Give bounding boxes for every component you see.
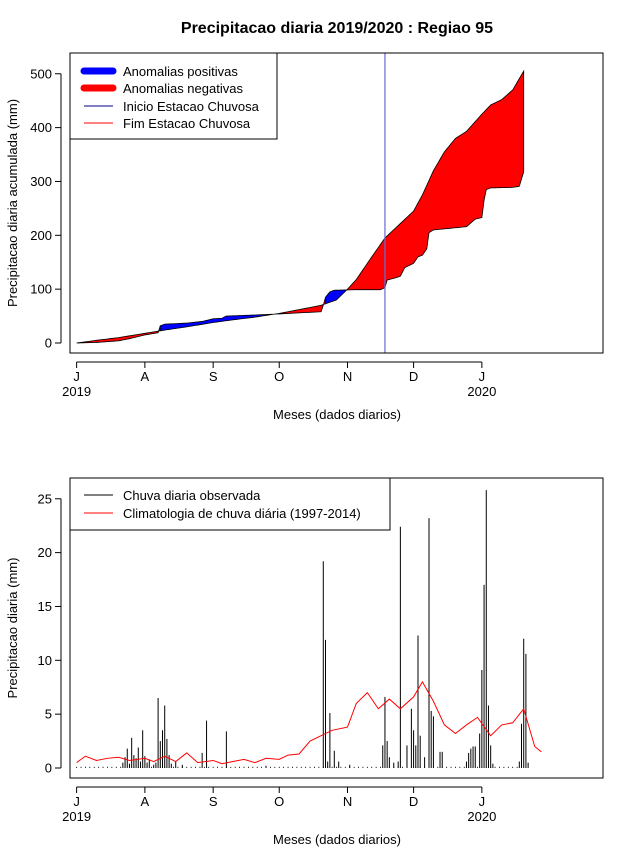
y-tick-label: 0: [45, 761, 52, 776]
y-tick-label: 20: [38, 545, 52, 560]
climatology-line-group: [77, 682, 542, 764]
y-axis-bottom: 0 5 10 15 20 25: [38, 491, 61, 775]
legend-box-bottom: [70, 478, 390, 530]
x-tick-label: O: [274, 369, 284, 384]
x-year-label: 2020: [467, 809, 496, 824]
y-tick-label: 300: [30, 174, 52, 189]
y-axis-label-bottom: Precipitacao diaria (mm): [5, 558, 20, 699]
x-tick-label: J: [479, 369, 486, 384]
y-tick-label: 10: [38, 653, 52, 668]
legend-label-negative: Anomalias negativas: [123, 81, 243, 96]
chart-title: Precipitacao diaria 2019/2020 : Regiao 9…: [181, 20, 493, 37]
x-tick-label: D: [409, 794, 418, 809]
y-tick-label: 500: [30, 66, 52, 81]
legend-label-end: Fim Estacao Chuvosa: [123, 116, 251, 131]
positive-anomaly-area: [160, 314, 275, 331]
daily-rain-bars: [77, 490, 529, 768]
x-year-label: 2019: [62, 809, 91, 824]
x-tick-label: D: [409, 369, 418, 384]
negative-anomaly-area: [348, 71, 524, 290]
y-tick-label: 200: [30, 228, 52, 243]
y-tick-label: 25: [38, 491, 52, 506]
y-axis-label-top: Precipitacao diaria acumulada (mm): [5, 99, 20, 307]
x-tick-label: N: [343, 369, 352, 384]
legend-bottom: Chuva diaria observada Climatologia de c…: [70, 478, 390, 530]
x-tick-label: O: [274, 794, 284, 809]
x-tick-label: N: [343, 794, 352, 809]
y-tick-label: 100: [30, 282, 52, 297]
legend-label-positive: Anomalias positivas: [123, 64, 238, 79]
x-tick-label: A: [141, 369, 150, 384]
y-tick-label: 400: [30, 120, 52, 135]
x-tick-label: A: [141, 794, 150, 809]
legend-label-start: Inicio Estacao Chuvosa: [123, 99, 260, 114]
y-axis-top: 0 100 200 300 400 500: [30, 66, 61, 350]
legend-label-climatology: Climatologia de chuva diária (1997-2014): [123, 506, 361, 521]
x-tick-label: S: [209, 794, 218, 809]
x-axis-label-bottom: Meses (dados diarios): [273, 832, 401, 847]
x-tick-label: J: [73, 369, 80, 384]
legend-label-observed: Chuva diaria observada: [123, 488, 261, 503]
y-tick-label: 0: [45, 336, 52, 351]
x-axis-label-top: Meses (dados diarios): [273, 407, 401, 422]
x-year-label: 2019: [62, 384, 91, 399]
climatology-line: [77, 682, 542, 764]
y-tick-label: 5: [45, 707, 52, 722]
positive-anomaly-area: [325, 289, 347, 304]
negative-anomaly-area: [275, 297, 326, 314]
y-tick-label: 15: [38, 599, 52, 614]
x-tick-label: J: [479, 794, 486, 809]
x-tick-label: S: [209, 369, 218, 384]
negative-anomaly-area: [79, 326, 160, 343]
legend-top: Anomalias positivas Anomalias negativas …: [70, 53, 277, 139]
x-tick-label: J: [73, 794, 80, 809]
x-year-label: 2020: [467, 384, 496, 399]
